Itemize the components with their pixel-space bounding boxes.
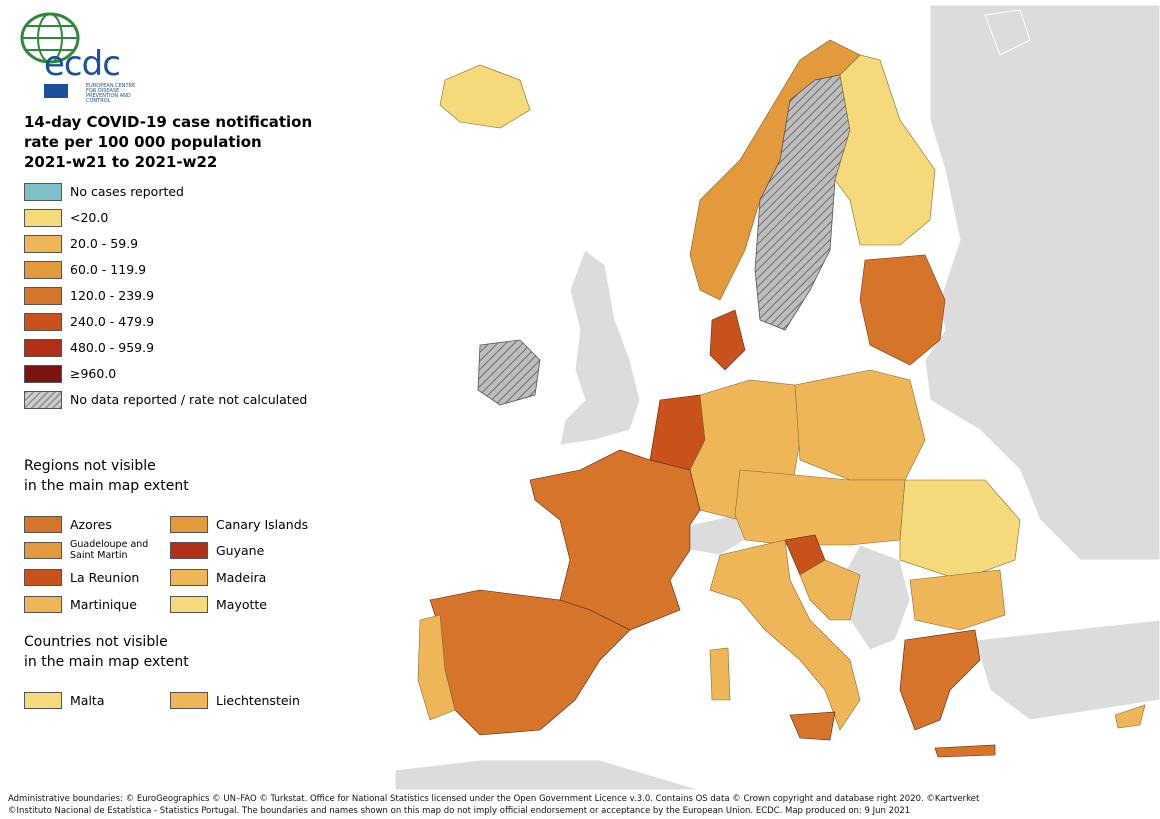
region-crete: [934, 744, 996, 758]
legend-swatch: [24, 261, 62, 279]
eu-flag-icon: [44, 84, 68, 98]
legend-label: 120.0 - 239.9: [70, 288, 155, 303]
legend-label: <20.0: [70, 210, 109, 225]
region-central-europe: [734, 469, 906, 546]
region-sicily: [789, 711, 836, 741]
region-item-azores: Azores: [24, 512, 164, 536]
country-swatch: [170, 692, 208, 709]
region-portugal: [417, 614, 456, 721]
attribution-footer: Administrative boundaries: © EuroGeograp…: [8, 793, 1148, 817]
region-item-la-reunion: La Reunion: [24, 565, 164, 589]
region-label: Azores: [70, 517, 112, 532]
region-denmark: [709, 309, 746, 371]
region-swatch: [170, 542, 208, 559]
legend-swatch: [24, 391, 62, 409]
globe-icon: [20, 12, 80, 64]
legend-label: 20.0 - 59.9: [70, 236, 139, 251]
legend-label: ≥960.0: [70, 366, 117, 381]
region-baltics: [859, 254, 946, 366]
legend-label: No data reported / rate not calculated: [70, 392, 308, 407]
region-romania: [899, 479, 1021, 581]
region-swatch: [24, 596, 62, 613]
region-label: Guadeloupe and Saint Martin: [70, 539, 149, 561]
region-item-madeira: Madeira: [170, 565, 310, 589]
legend-swatch: [24, 183, 62, 201]
region-label: Madeira: [216, 570, 267, 585]
region-item-mayotte: Mayotte: [170, 592, 310, 616]
legend-swatch: [24, 365, 62, 383]
legend-label: 480.0 - 959.9: [70, 340, 155, 355]
region-greece: [899, 629, 981, 731]
region-sardinia: [709, 647, 731, 701]
legend-label: 60.0 - 119.9: [70, 262, 147, 277]
region-label: La Reunion: [70, 570, 140, 585]
region-swatch: [170, 596, 208, 613]
title-line-3: 2021-w21 to 2021-w22: [24, 153, 218, 171]
region-label: Guyane: [216, 543, 265, 558]
region-swatch: [24, 542, 62, 559]
legend-swatch: [24, 287, 62, 305]
legend-label: No cases reported: [70, 184, 184, 199]
region-swatch: [170, 516, 208, 533]
countries-title-line-2: in the main map extent: [24, 654, 189, 670]
country-item-liechtenstein: Liechtenstein: [170, 688, 310, 712]
region-item-guyane: Guyane: [170, 538, 310, 562]
title-line-2: rate per 100 000 population: [24, 133, 262, 151]
region-label: Mayotte: [216, 597, 267, 612]
region-label: Canary Islands: [216, 517, 309, 532]
logo-subtitle: EUROPEAN CENTRE FOR DISEASE PREVENTION A…: [86, 83, 136, 104]
region-finland: [834, 54, 936, 246]
legend-label: 240.0 - 479.9: [70, 314, 155, 329]
regions-title-line-1: Regions not visible: [24, 458, 156, 474]
title-line-1: 14-day COVID-19 case notification: [24, 113, 313, 131]
region-swatch: [170, 569, 208, 586]
region-item-martinique: Martinique: [24, 592, 164, 616]
region-poland: [794, 369, 926, 481]
regions-title: Regions not visible in the main map exte…: [24, 456, 284, 496]
legend-swatch: [24, 235, 62, 253]
region-ireland: [477, 339, 541, 406]
region-iceland: [439, 64, 531, 129]
countries-title: Countries not visible in the main map ex…: [24, 632, 284, 672]
region-france: [529, 449, 701, 631]
map-title: 14-day COVID-19 case notification rate p…: [24, 112, 354, 172]
ecdc-logo: [18, 8, 138, 106]
footer-line-1: Administrative boundaries: © EuroGeograp…: [8, 794, 980, 804]
region-item-canary-islands: Canary Islands: [170, 512, 310, 536]
region-italy: [709, 539, 861, 731]
country-item-malta: Malta: [24, 688, 164, 712]
country-swatch: [24, 692, 62, 709]
footer-line-2: ©Instituto Nacional de Estatística - Sta…: [8, 806, 911, 816]
region-label: Martinique: [70, 597, 137, 612]
region-swatch: [24, 569, 62, 586]
region-item-guadeloupe: Guadeloupe and Saint Martin: [24, 538, 164, 562]
countries-title-line-1: Countries not visible: [24, 634, 168, 650]
country-label: Liechtenstein: [216, 693, 300, 708]
legend-swatch: [24, 209, 62, 227]
region-swatch: [24, 516, 62, 533]
region-bulgaria: [909, 569, 1006, 631]
region-croatia: [799, 559, 861, 621]
region-cyprus: [1114, 704, 1146, 729]
non-eu-land: [394, 4, 1160, 791]
logo-text: ecdc: [44, 44, 121, 84]
country-label: Malta: [70, 693, 105, 708]
regions-title-line-2: in the main map extent: [24, 478, 189, 494]
legend-swatch: [24, 313, 62, 331]
legend-swatch: [24, 339, 62, 357]
